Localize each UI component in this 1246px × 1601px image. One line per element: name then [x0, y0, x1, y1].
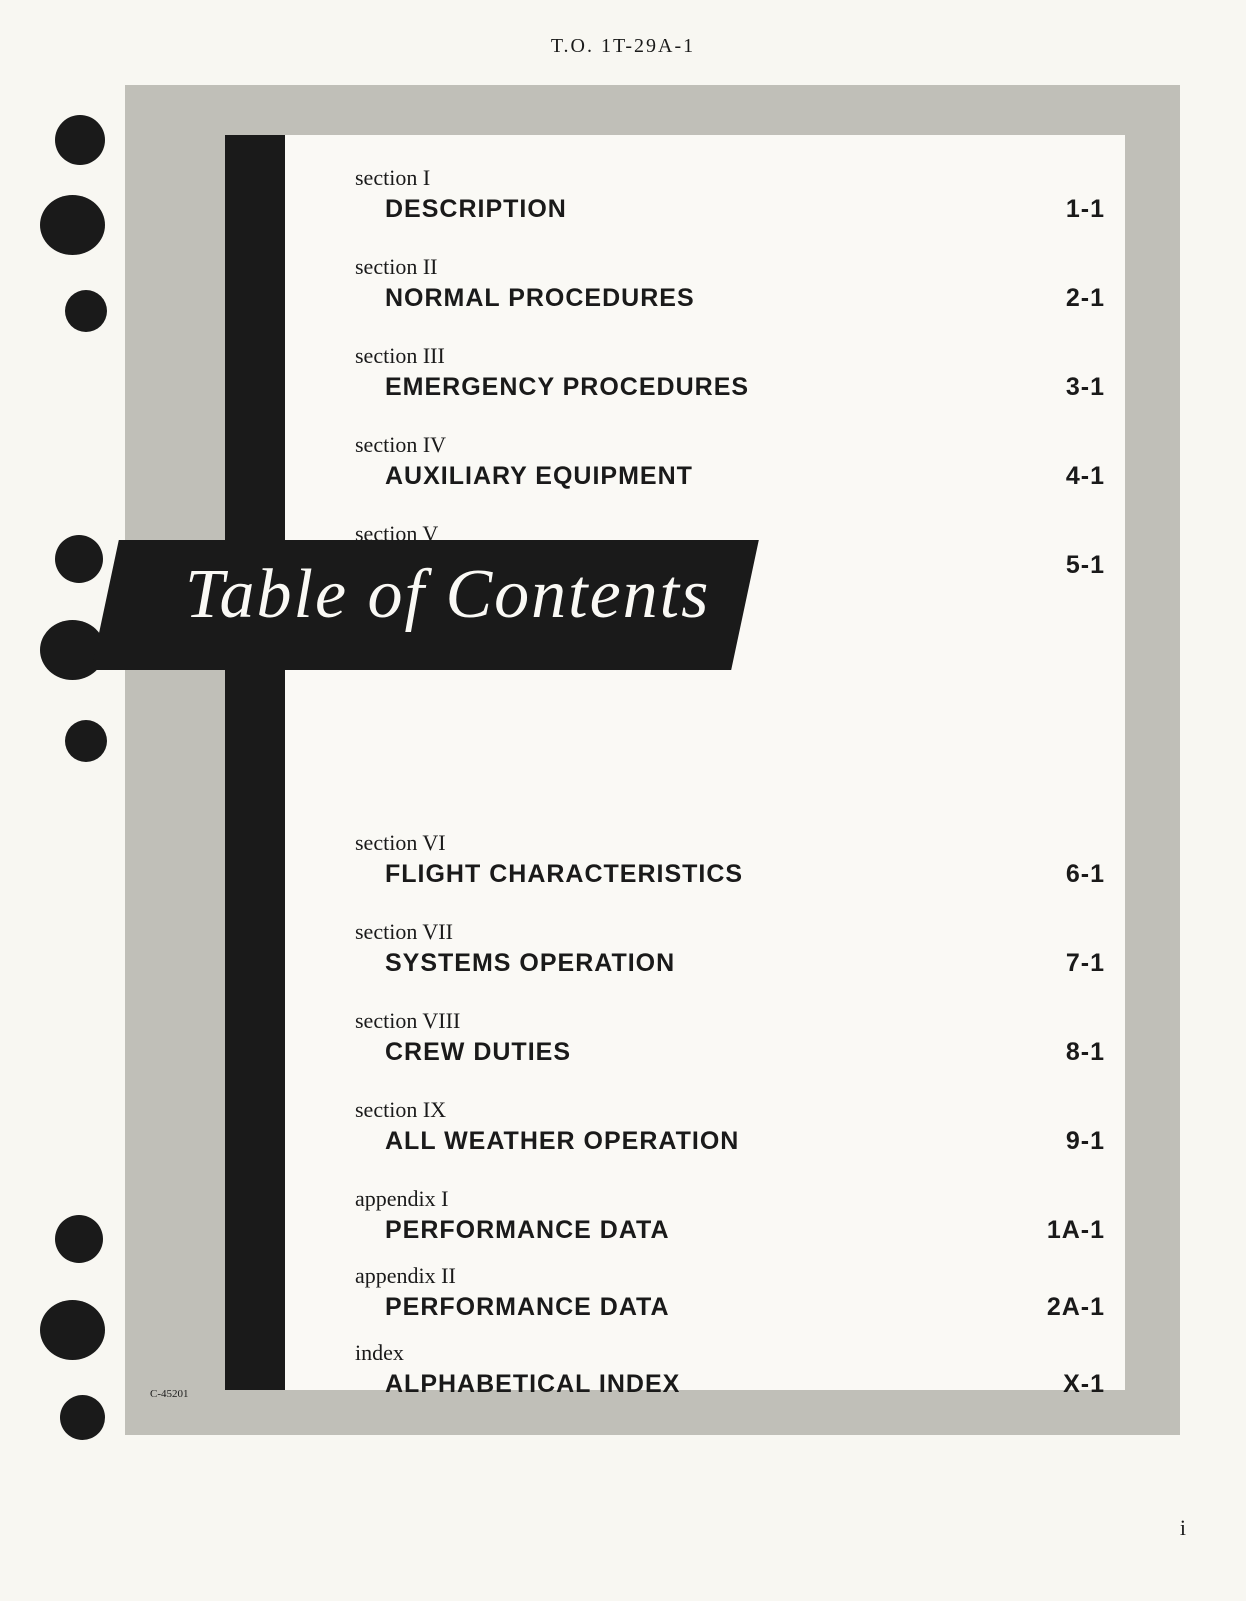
section-title: AUXILIARY EQUIPMENT — [355, 462, 1066, 491]
toc-lower-section: section VI FLIGHT CHARACTERISTICS 6-1 se… — [355, 630, 1105, 1399]
section-title: PERFORMANCE DATA — [355, 1293, 1047, 1322]
hole-punch-icon — [55, 535, 103, 583]
title-banner-text: Table of Contents — [185, 555, 710, 635]
document-header: T.O. 1T-29A-1 — [0, 0, 1246, 58]
page-reference: 3-1 — [1066, 373, 1105, 402]
section-label: section I — [355, 165, 1066, 191]
page-number-footer: i — [1180, 1515, 1186, 1541]
section-title: FLIGHT CHARACTERISTICS — [355, 860, 1066, 889]
page-reference: 5-1 — [1066, 551, 1105, 580]
section-label: section VI — [355, 830, 1066, 856]
section-title: PERFORMANCE DATA — [355, 1216, 1047, 1245]
hole-punch-icon — [40, 195, 105, 255]
page-reference: 8-1 — [1066, 1038, 1105, 1067]
section-title: EMERGENCY PROCEDURES — [355, 373, 1066, 402]
page-reference: 6-1 — [1066, 860, 1105, 889]
content-panel: section I DESCRIPTION 1-1 section II NOR… — [285, 135, 1125, 1390]
hole-punch-icon — [60, 1395, 105, 1440]
section-label: appendix II — [355, 1263, 1047, 1289]
hole-punch-icon — [55, 1215, 103, 1263]
table-of-contents: section I DESCRIPTION 1-1 section II NOR… — [355, 165, 1105, 1417]
hole-punch-icon — [40, 1300, 105, 1360]
page-reference: 2A-1 — [1047, 1293, 1105, 1322]
toc-entry: index ALPHABETICAL INDEX X-1 — [355, 1340, 1105, 1399]
page-reference: 1-1 — [1066, 195, 1105, 224]
section-label: index — [355, 1340, 1063, 1366]
toc-entry: section VII SYSTEMS OPERATION 7-1 — [355, 919, 1105, 978]
toc-entry: section II NORMAL PROCEDURES 2-1 — [355, 254, 1105, 313]
hole-punch-icon — [55, 115, 105, 165]
section-label: section II — [355, 254, 1066, 280]
toc-entry: section IV AUXILIARY EQUIPMENT 4-1 — [355, 432, 1105, 491]
toc-entry: section III EMERGENCY PROCEDURES 3-1 — [355, 343, 1105, 402]
section-title: SYSTEMS OPERATION — [355, 949, 1066, 978]
section-label: section IV — [355, 432, 1066, 458]
section-title: CREW DUTIES — [355, 1038, 1066, 1067]
page-reference: 4-1 — [1066, 462, 1105, 491]
content-frame: section I DESCRIPTION 1-1 section II NOR… — [125, 85, 1180, 1435]
section-title: DESCRIPTION — [355, 195, 1066, 224]
document-id: C-45201 — [150, 1388, 189, 1400]
toc-entry: section I DESCRIPTION 1-1 — [355, 165, 1105, 224]
toc-entry: section IX ALL WEATHER OPERATION 9-1 — [355, 1097, 1105, 1156]
section-title: ALL WEATHER OPERATION — [355, 1127, 1066, 1156]
page-reference: 2-1 — [1066, 284, 1105, 313]
toc-entry: appendix II PERFORMANCE DATA 2A-1 — [355, 1263, 1105, 1322]
hole-punch-icon — [65, 290, 107, 332]
section-label: section III — [355, 343, 1066, 369]
page-reference: 9-1 — [1066, 1127, 1105, 1156]
page-reference: X-1 — [1063, 1370, 1105, 1399]
page-reference: 7-1 — [1066, 949, 1105, 978]
section-label: section VII — [355, 919, 1066, 945]
page-reference: 1A-1 — [1047, 1216, 1105, 1245]
section-label: section VIII — [355, 1008, 1066, 1034]
toc-entry: appendix I PERFORMANCE DATA 1A-1 — [355, 1186, 1105, 1245]
section-title: NORMAL PROCEDURES — [355, 284, 1066, 313]
section-title: ALPHABETICAL INDEX — [355, 1370, 1063, 1399]
section-label: section IX — [355, 1097, 1066, 1123]
section-label: appendix I — [355, 1186, 1047, 1212]
toc-entry: section VIII CREW DUTIES 8-1 — [355, 1008, 1105, 1067]
hole-punch-icon — [65, 720, 107, 762]
toc-entry: section VI FLIGHT CHARACTERISTICS 6-1 — [355, 830, 1105, 889]
